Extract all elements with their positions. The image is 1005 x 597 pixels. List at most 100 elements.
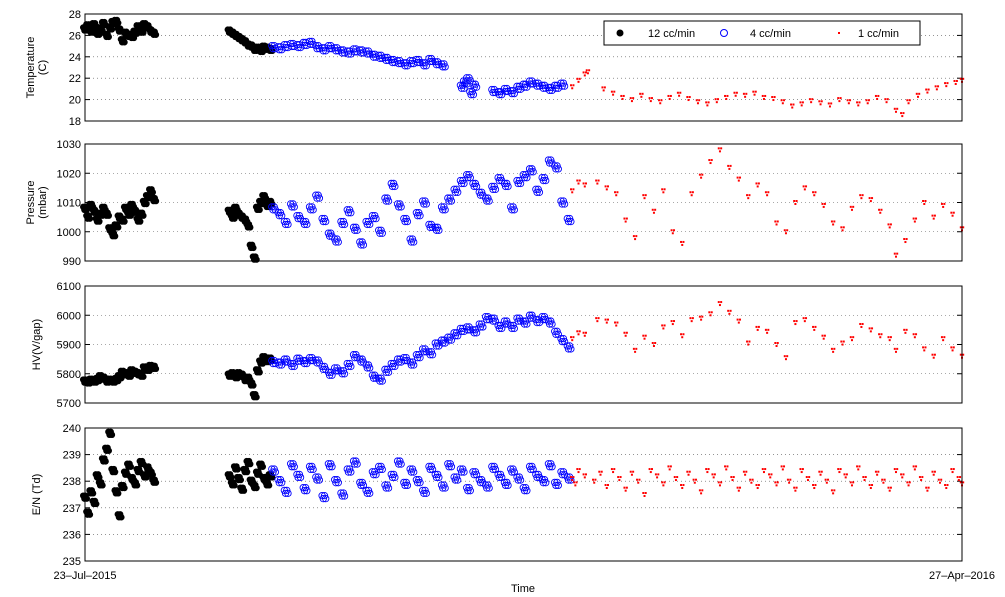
data-point: [630, 100, 633, 103]
data-point: [762, 97, 765, 100]
data-point: [761, 468, 764, 471]
data-point: [485, 484, 493, 492]
data-point: [749, 478, 752, 481]
data-point: [942, 205, 945, 208]
data-point: [757, 484, 760, 487]
data-point: [127, 463, 135, 470]
data-point: [583, 334, 586, 337]
data-point: [516, 179, 525, 188]
data-point: [959, 481, 962, 484]
data-point: [950, 211, 953, 214]
data-point: [657, 473, 660, 476]
data-point: [617, 476, 620, 479]
data-point: [309, 356, 317, 365]
data-point: [89, 490, 97, 497]
data-point: [813, 487, 816, 490]
data-point: [739, 176, 742, 179]
data-point: [720, 147, 723, 150]
data-point: [838, 471, 841, 474]
data-point: [946, 484, 949, 487]
data-point: [606, 185, 609, 188]
data-point: [570, 336, 573, 339]
data-point: [679, 91, 682, 94]
data-point: [768, 473, 771, 476]
data-point: [912, 217, 915, 220]
data-point: [767, 328, 770, 331]
data-point: [766, 331, 769, 334]
y-tick-label: 1000: [57, 227, 81, 239]
data-point: [577, 182, 580, 185]
data-point: [691, 191, 694, 194]
data-point: [727, 164, 730, 167]
data-point: [648, 97, 651, 100]
data-point: [422, 200, 430, 208]
data-point: [573, 481, 576, 484]
data-point: [772, 99, 775, 102]
data-point: [571, 339, 574, 342]
data-point: [656, 476, 659, 479]
data-point: [472, 329, 481, 337]
data-point: [878, 208, 881, 211]
data-point: [841, 343, 844, 346]
data-point: [736, 176, 739, 179]
data-point: [884, 98, 887, 101]
data-point: [933, 353, 936, 356]
data-point: [634, 238, 637, 241]
data-point: [582, 182, 585, 185]
data-point: [750, 481, 753, 484]
data-point: [874, 94, 877, 97]
legend-box: [603, 20, 921, 46]
data-point: [731, 479, 734, 482]
data-point: [915, 333, 918, 336]
data-point: [755, 182, 758, 185]
data-point: [894, 471, 897, 474]
data-point: [604, 185, 607, 188]
y-tick-label: 24: [69, 52, 81, 64]
data-point: [745, 470, 748, 473]
data-point: [923, 203, 926, 205]
data-point: [340, 370, 349, 378]
data-point: [108, 431, 116, 439]
data-point: [523, 320, 531, 328]
data-point: [663, 481, 666, 484]
data-point: [791, 106, 794, 109]
data-point: [576, 330, 579, 333]
data-point: [700, 318, 703, 321]
series-12-cc-min: [80, 352, 276, 401]
data-point: [623, 486, 626, 489]
data-point: [610, 468, 613, 471]
data-point: [612, 471, 615, 474]
data-point: [849, 336, 852, 339]
data-point: [776, 220, 779, 223]
data-point: [265, 482, 273, 489]
data-point: [849, 99, 852, 102]
data-point: [639, 92, 642, 95]
data-point: [799, 101, 802, 104]
data-point: [668, 97, 671, 100]
data-point: [635, 347, 638, 350]
legend-marker-4cc: [720, 29, 728, 37]
series-4-cc-min: [268, 37, 569, 99]
y-tick-label: 5900: [57, 340, 81, 352]
data-point: [710, 159, 713, 162]
data-point: [783, 229, 786, 232]
y-tick-label: 5800: [57, 369, 81, 381]
data-point: [256, 369, 263, 376]
data-point: [516, 476, 525, 484]
data-point: [575, 481, 578, 484]
data-point: [111, 232, 119, 240]
data-point: [604, 318, 607, 321]
data-point: [372, 471, 380, 479]
data-point: [250, 244, 257, 252]
data-point: [780, 465, 783, 468]
data-point: [775, 345, 778, 347]
data-point: [659, 102, 662, 105]
data-point: [695, 99, 698, 102]
data-point: [598, 470, 601, 473]
data-point: [748, 194, 751, 197]
data-point: [927, 486, 930, 489]
data-point: [695, 478, 698, 481]
data-point: [604, 484, 607, 487]
data-point: [410, 361, 418, 369]
